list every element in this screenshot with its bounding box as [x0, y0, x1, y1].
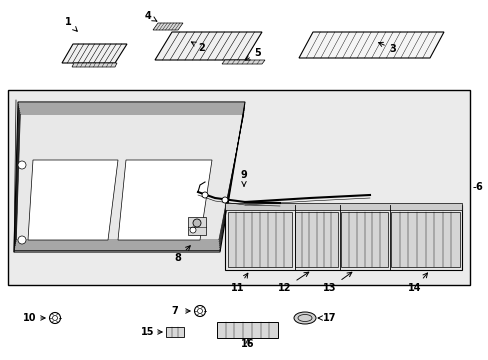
Circle shape	[193, 219, 201, 227]
Ellipse shape	[293, 312, 315, 324]
Circle shape	[18, 161, 26, 169]
Polygon shape	[298, 32, 443, 58]
Circle shape	[18, 236, 26, 244]
Polygon shape	[62, 44, 127, 63]
Polygon shape	[165, 327, 183, 337]
Text: 5: 5	[245, 48, 261, 60]
Polygon shape	[153, 23, 183, 30]
Text: 4: 4	[144, 11, 157, 21]
Text: 11: 11	[231, 273, 247, 293]
Text: 7: 7	[171, 306, 178, 316]
Text: 1: 1	[64, 17, 77, 31]
Circle shape	[49, 312, 61, 324]
Circle shape	[222, 197, 227, 203]
Polygon shape	[222, 60, 264, 64]
Polygon shape	[224, 203, 461, 210]
Text: 14: 14	[407, 273, 427, 293]
Polygon shape	[390, 212, 459, 267]
Bar	[8, 90, 469, 285]
Text: 15: 15	[141, 327, 154, 337]
Polygon shape	[187, 217, 205, 235]
Polygon shape	[224, 205, 461, 270]
Text: 16: 16	[241, 339, 254, 349]
Text: 17: 17	[323, 313, 336, 323]
Text: 3: 3	[378, 42, 396, 54]
Polygon shape	[28, 160, 118, 240]
Circle shape	[52, 315, 58, 320]
Polygon shape	[294, 212, 337, 267]
Circle shape	[190, 227, 196, 233]
Polygon shape	[340, 212, 387, 267]
Polygon shape	[155, 32, 262, 60]
Text: 8: 8	[174, 246, 190, 263]
Circle shape	[197, 309, 202, 314]
Polygon shape	[118, 160, 212, 240]
Text: 10: 10	[23, 313, 37, 323]
Circle shape	[194, 306, 205, 316]
Text: 13: 13	[323, 272, 351, 293]
Circle shape	[202, 192, 207, 198]
Polygon shape	[72, 63, 117, 67]
Text: 9: 9	[240, 170, 247, 186]
Text: 6: 6	[475, 183, 481, 193]
Polygon shape	[227, 212, 291, 267]
Text: 2: 2	[191, 42, 205, 53]
Polygon shape	[14, 102, 244, 252]
Polygon shape	[217, 322, 278, 338]
Text: 12: 12	[278, 272, 308, 293]
